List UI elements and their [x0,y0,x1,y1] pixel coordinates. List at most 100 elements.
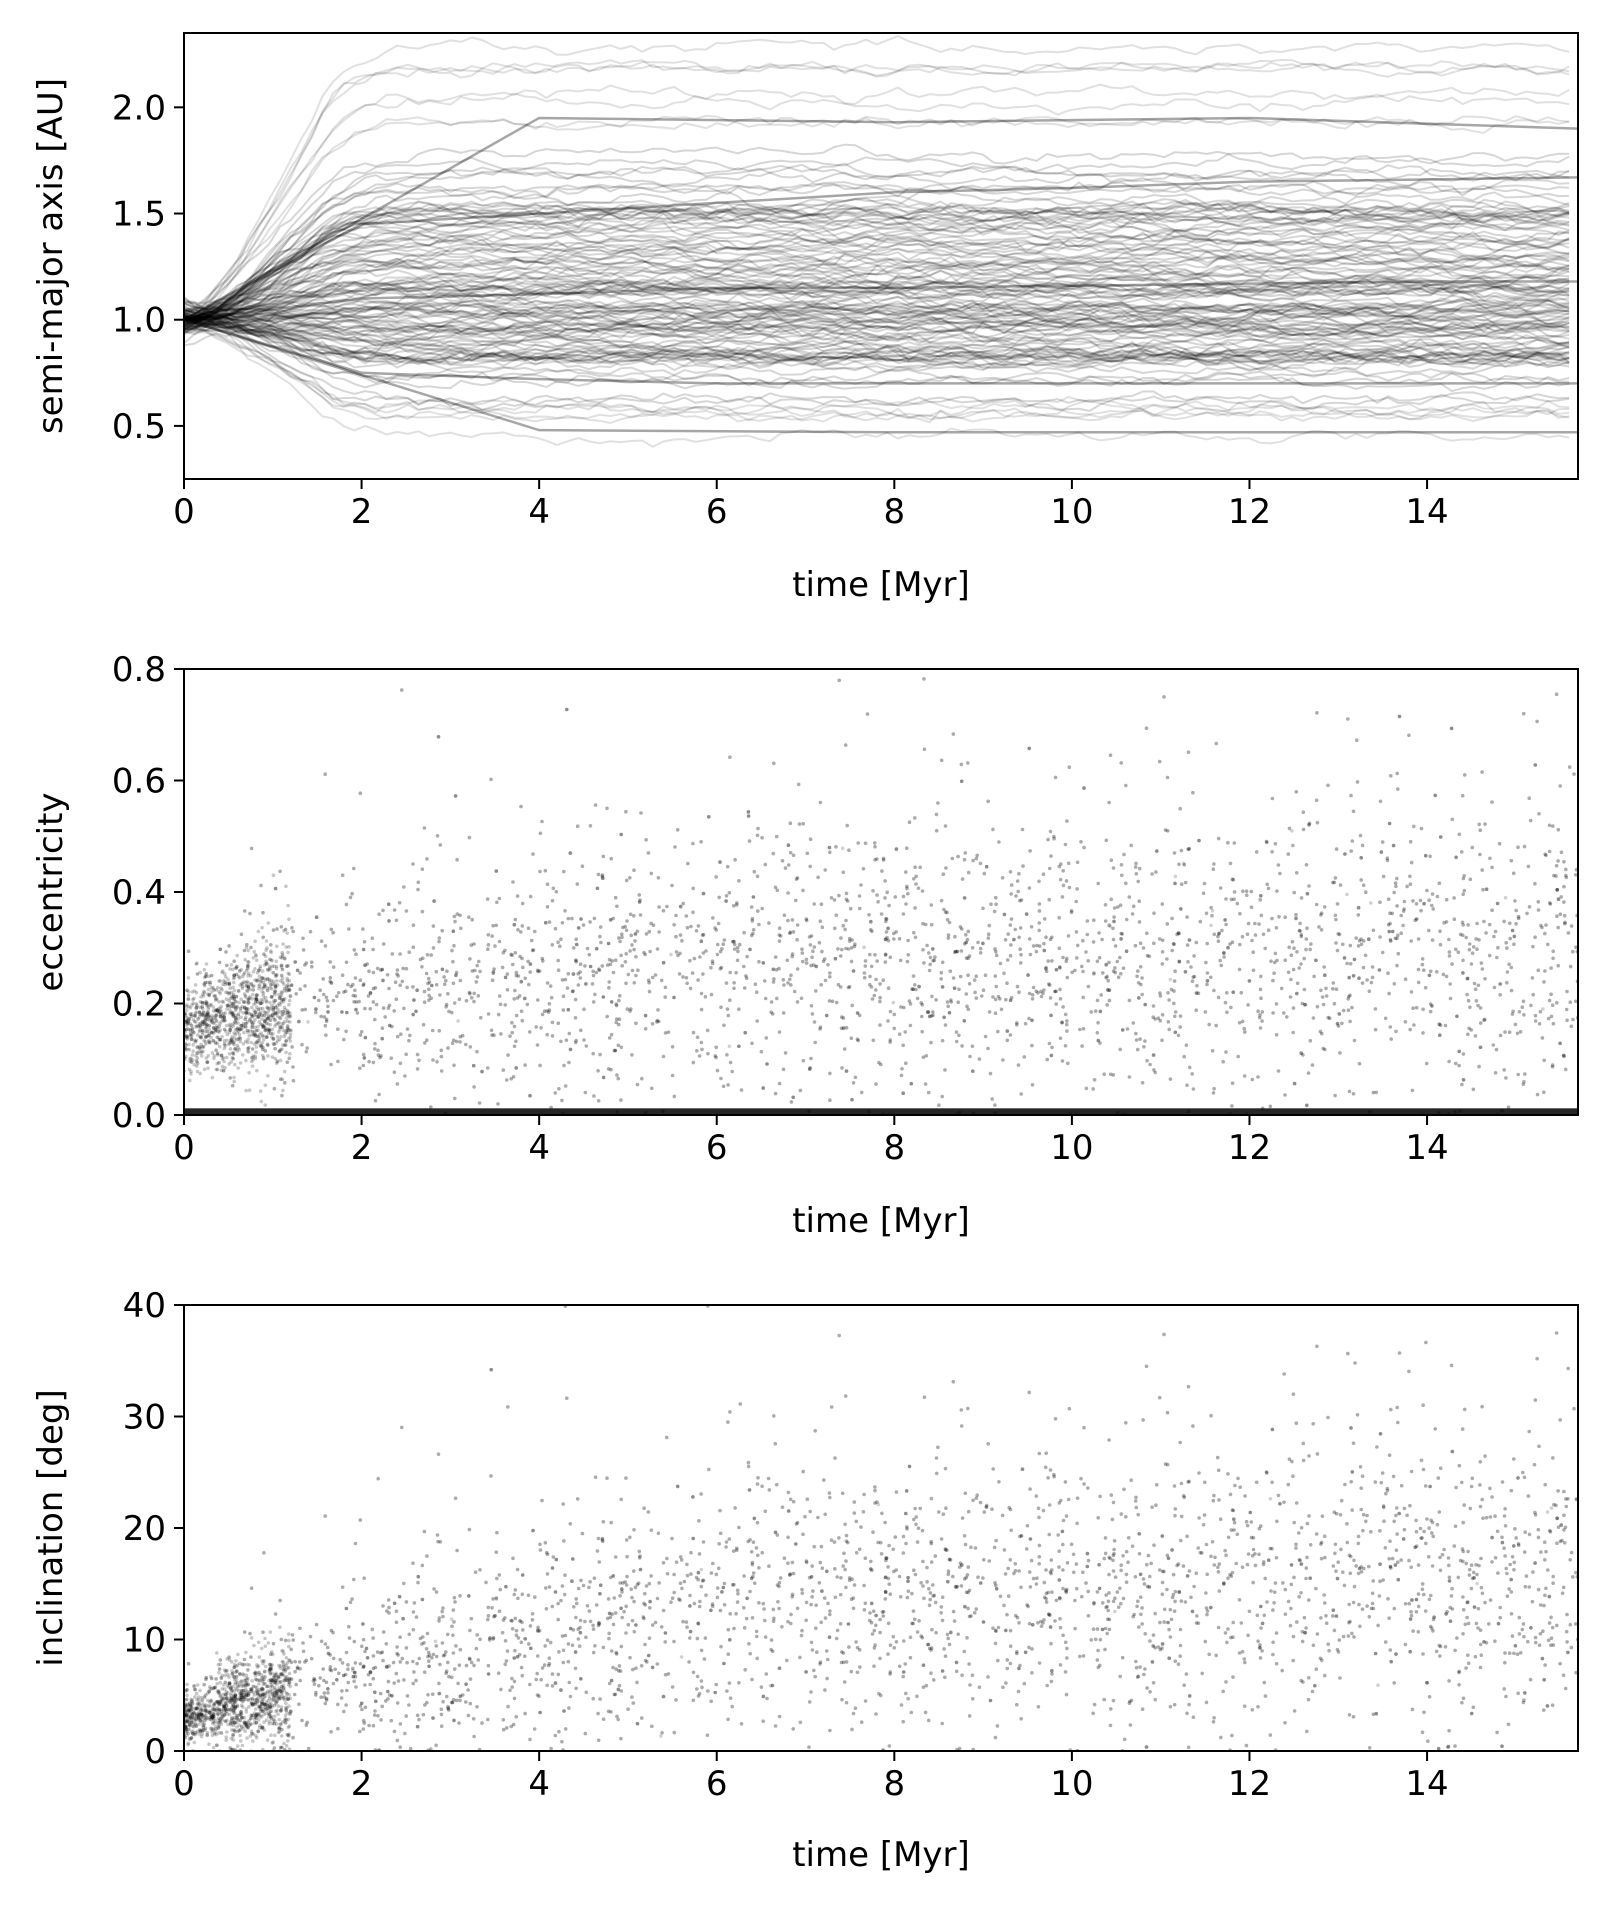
data-point [1064,959,1069,963]
data-point [810,955,814,960]
data-point [1381,874,1386,879]
data-point [997,840,1001,844]
data-point [614,1020,618,1025]
data-point [489,777,493,782]
data-point [1191,790,1195,795]
data-point [1220,928,1224,933]
data-point [1135,974,1139,979]
data-point [987,923,992,928]
data-point [1075,956,1079,960]
data-point [597,967,601,971]
data-point [1498,1033,1503,1038]
data-point [838,985,843,989]
data-point [1378,935,1382,939]
data-point [886,1019,890,1023]
data-point [1202,881,1207,886]
data-point [386,902,391,906]
data-point [696,924,701,928]
data-point [1107,800,1111,805]
data-point [609,856,613,861]
data-point [563,909,567,913]
data-point [494,923,499,928]
data-point [746,810,751,814]
data-point [692,956,697,961]
data-point [881,978,885,982]
y-axis-label: semi-major axis [AU] [31,78,71,434]
data-point [1119,931,1123,936]
data-point [538,831,543,836]
data-point [977,1057,982,1061]
data-point [286,1010,291,1015]
data-point [1549,1014,1554,1019]
data-point [1355,738,1359,742]
data-point [1305,891,1310,896]
data-point [232,973,237,977]
data-point [403,1074,407,1078]
data-point [498,1002,503,1007]
data-point [380,967,385,972]
data-point [412,998,416,1002]
data-point [699,991,704,996]
data-point [561,1008,566,1012]
data-point [1367,989,1372,993]
data-point [253,1010,258,1014]
data-point [1518,1030,1523,1034]
data-point [1063,1044,1068,1048]
data-point [599,940,603,945]
data-point [678,904,683,909]
data-point [772,761,776,766]
data-point [1311,1016,1316,1020]
data-point [1358,833,1363,838]
data-point [411,1012,416,1017]
data-point [954,1039,959,1044]
data-point [434,969,439,974]
data-point [540,819,544,824]
data-point [1053,775,1058,780]
data-point [398,983,403,987]
data-point [856,1038,860,1043]
data-point [1084,1086,1089,1091]
data-point [1285,1015,1289,1019]
trajectory-line [184,317,1570,351]
data-point [755,833,760,838]
data-point [1009,995,1014,1000]
data-point [271,928,276,932]
data-point [1471,1087,1476,1092]
data-point [1465,992,1469,997]
data-point [575,882,580,886]
data-point [1335,902,1340,906]
data-point [383,1015,388,1019]
data-point [1037,879,1041,884]
data-point [1218,886,1223,890]
data-point [1124,917,1129,922]
data-point [489,1028,494,1033]
data-point [578,976,583,980]
data-point [807,1067,812,1071]
data-point [431,924,436,928]
data-point [884,917,888,921]
data-point [1568,1000,1573,1004]
data-point [634,1021,638,1026]
data-point [971,858,975,863]
data-point [257,968,261,973]
data-point [870,929,874,934]
data-point [1458,932,1463,937]
trajectory-line [184,212,1570,326]
data-point [736,949,740,954]
data-point [1226,840,1230,845]
data-point [1324,994,1329,998]
data-point [629,1007,633,1011]
data-point [1294,871,1299,875]
data-point [1152,1068,1156,1072]
data-point [606,941,611,946]
data-point [700,1047,704,1052]
data-point [474,980,479,984]
data-point [1049,1053,1054,1058]
data-point [377,912,381,916]
data-point [545,905,550,909]
data-point [1258,1013,1262,1017]
data-point [1408,882,1413,886]
trajectory-line [184,321,1570,345]
data-point [371,947,375,952]
data-point [1216,995,1221,1000]
